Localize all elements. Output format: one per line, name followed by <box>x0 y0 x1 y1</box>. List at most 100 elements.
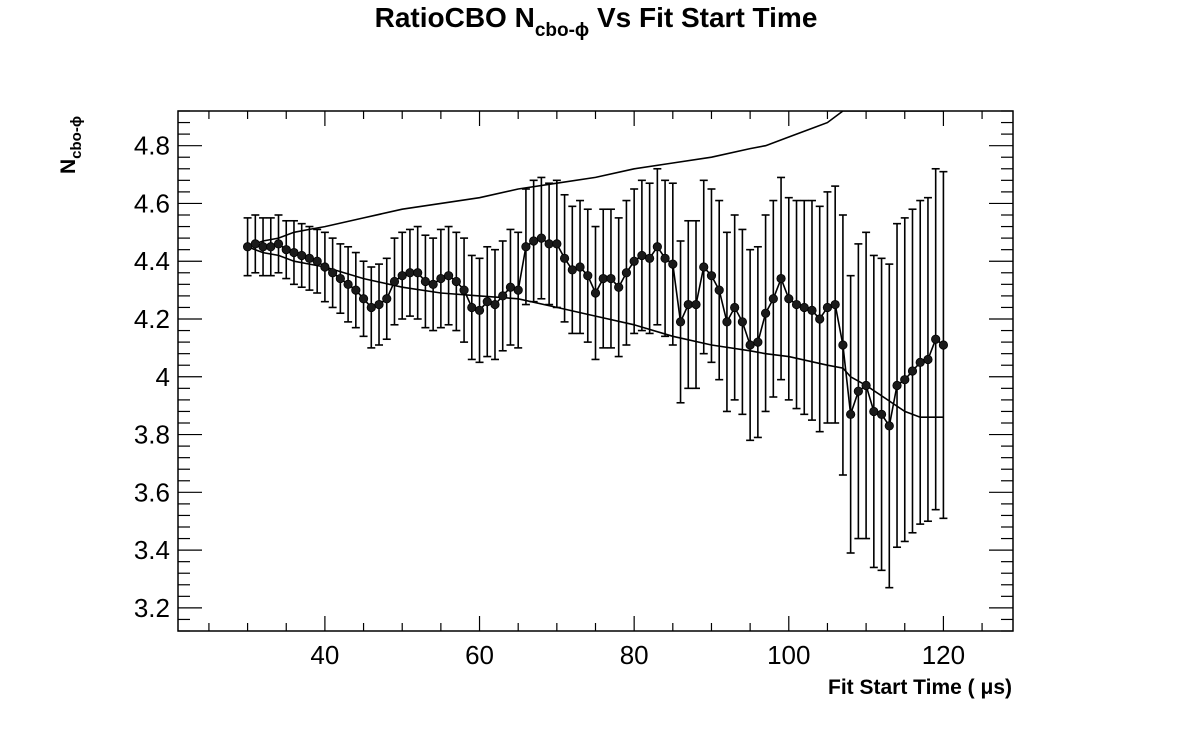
data-point <box>474 305 485 315</box>
data-point <box>900 375 910 385</box>
data-point <box>320 262 330 272</box>
data-point <box>281 245 291 255</box>
data-point <box>521 242 531 252</box>
data-point <box>907 366 918 376</box>
data-point <box>575 262 585 272</box>
data-point <box>444 271 454 281</box>
data-point <box>876 409 887 419</box>
data-point <box>358 294 369 304</box>
data-point <box>536 233 546 243</box>
data-point <box>467 302 477 313</box>
data-point <box>258 242 268 252</box>
data-point <box>923 354 933 365</box>
data-point <box>799 302 809 313</box>
data-point <box>722 317 732 327</box>
data-point <box>706 271 717 281</box>
y-tick-label: 4.2 <box>134 304 170 334</box>
data-point <box>815 314 825 324</box>
data-point <box>266 242 276 252</box>
data-point <box>846 409 856 419</box>
y-axis-title: Ncbo-ϕ <box>57 116 85 174</box>
data-point <box>405 268 415 278</box>
data-point <box>413 268 423 278</box>
data-point <box>459 285 469 295</box>
data-point <box>691 299 701 310</box>
data-point <box>482 297 492 307</box>
data-point <box>250 239 260 249</box>
y-tick-label: 3.8 <box>134 420 170 450</box>
data-point <box>328 268 338 278</box>
data-point <box>884 421 894 431</box>
data-point <box>382 294 392 304</box>
x-axis-title: Fit Start Time ( μs) <box>828 676 1012 699</box>
x-tick-label: 120 <box>922 640 965 670</box>
y-tick-label: 4 <box>156 362 170 392</box>
data-point <box>668 259 678 269</box>
data-point <box>289 247 299 258</box>
data-point <box>737 317 747 327</box>
data-point <box>436 273 446 284</box>
y-tick-label: 4.6 <box>134 188 170 218</box>
data-point <box>505 282 516 292</box>
minor-ticks <box>178 110 1013 632</box>
data-point <box>621 268 632 278</box>
data-point <box>606 273 616 284</box>
data-point <box>614 282 624 292</box>
data-point <box>273 239 284 249</box>
data-point <box>807 305 817 315</box>
x-axis: 40 60 80 100 120 <box>310 640 965 670</box>
x-tick-label: 80 <box>620 640 649 670</box>
data-point <box>343 279 353 289</box>
data-point <box>768 294 778 304</box>
data-point <box>869 406 879 417</box>
y-tick-label: 4.8 <box>134 131 170 161</box>
data-point <box>374 299 384 310</box>
data-point <box>242 242 253 252</box>
y-tick-label: 3.4 <box>134 535 170 565</box>
data-point <box>660 253 670 263</box>
data-point <box>552 239 562 249</box>
data-point <box>451 276 461 287</box>
data-point <box>838 340 848 350</box>
confidence-band <box>247 111 944 419</box>
data-point <box>598 273 608 284</box>
data-point <box>397 271 407 281</box>
data-point <box>583 271 593 281</box>
data-point <box>645 253 655 263</box>
y-tick-label: 4.4 <box>134 246 170 276</box>
data-point <box>297 250 307 261</box>
data-point <box>822 302 833 313</box>
data-point <box>351 285 361 295</box>
y-tick-label: 3.6 <box>134 477 170 507</box>
data-point <box>938 340 949 350</box>
x-tick-label: 100 <box>767 640 810 670</box>
data-point <box>931 334 941 344</box>
data-point <box>567 265 577 275</box>
data-point <box>861 380 871 391</box>
data-point <box>745 340 755 350</box>
y-axis: 3.2 3.4 3.6 3.8 4 4.2 4.4 4.6 4.8 <box>134 131 170 623</box>
data-point <box>420 276 431 287</box>
data-point <box>853 386 863 396</box>
data-series <box>242 167 949 589</box>
x-tick-label: 40 <box>310 640 339 670</box>
data-point <box>730 302 740 313</box>
data-point <box>683 299 693 310</box>
data-point <box>559 253 570 263</box>
data-point <box>590 288 601 298</box>
data-point <box>335 273 345 284</box>
data-point <box>428 279 438 289</box>
data-point <box>544 239 554 249</box>
data-point <box>760 308 771 318</box>
data-point <box>753 337 763 347</box>
data-point <box>714 285 724 295</box>
data-point <box>652 242 662 252</box>
data-point <box>513 285 523 295</box>
data-point <box>675 317 686 327</box>
band-lower-line <box>247 246 944 419</box>
data-point <box>389 276 400 287</box>
data-point <box>529 236 539 246</box>
data-point <box>366 302 376 313</box>
